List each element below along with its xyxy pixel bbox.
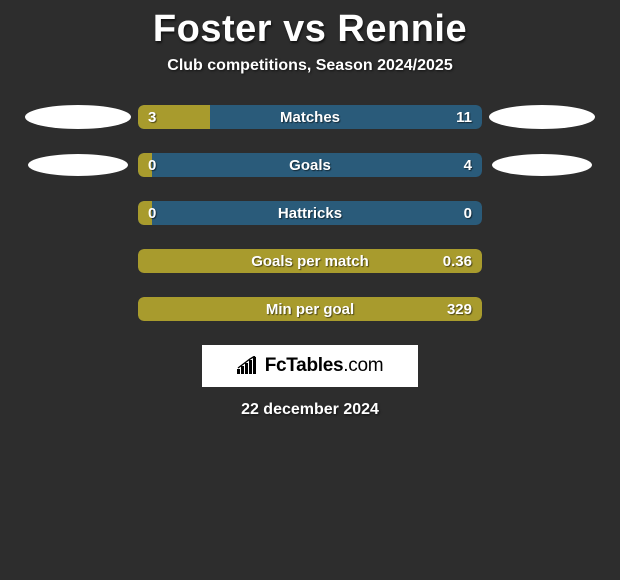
stat-name: Hattricks	[138, 201, 482, 225]
fctables-logo: FcTables.com	[202, 345, 418, 387]
right-logo-slot	[482, 154, 602, 176]
left-logo-slot	[18, 105, 138, 129]
right-value: 4	[464, 153, 472, 177]
logo-text: FcTables.com	[265, 355, 384, 377]
left-value: 3	[148, 105, 156, 129]
stat-name: Min per goal	[138, 297, 482, 321]
team-right-placeholder	[492, 154, 592, 176]
team-left-placeholder	[28, 154, 128, 176]
left-logo-slot	[18, 154, 138, 176]
stat-row: Min per goal329	[0, 297, 620, 321]
stat-row: Goals per match0.36	[0, 249, 620, 273]
stat-name: Goals per match	[138, 249, 482, 273]
stat-bar: Goals per match0.36	[138, 249, 482, 273]
stat-name: Matches	[138, 105, 482, 129]
logo-text-thin: .com	[343, 355, 383, 376]
page-title: Foster vs Rennie	[0, 0, 620, 57]
stat-bar: Matches3 11	[138, 105, 482, 129]
snapshot-date: 22 december 2024	[0, 401, 620, 419]
right-value: 0.36	[443, 249, 472, 273]
stat-bar: Hattricks0 0	[138, 201, 482, 225]
left-value: 0	[148, 201, 156, 225]
left-value: 0	[148, 153, 156, 177]
stat-row: Hattricks0 0	[0, 201, 620, 225]
stat-bar: Min per goal329	[138, 297, 482, 321]
stat-bar: Goals0 4	[138, 153, 482, 177]
team-left-placeholder	[25, 105, 131, 129]
team-right-placeholder	[489, 105, 595, 129]
page-subtitle: Club competitions, Season 2024/2025	[0, 57, 620, 75]
comparison-rows: Matches311Goals04Hattricks00Goals per ma…	[0, 105, 620, 321]
stat-row: Goals0 4	[0, 153, 620, 177]
logo-text-bold: FcTables	[265, 355, 344, 376]
right-value: 0	[464, 201, 472, 225]
bars-icon	[237, 356, 259, 376]
stat-name: Goals	[138, 153, 482, 177]
stat-row: Matches3 11	[0, 105, 620, 129]
right-value: 329	[447, 297, 472, 321]
right-logo-slot	[482, 105, 602, 129]
right-value: 11	[456, 105, 472, 129]
